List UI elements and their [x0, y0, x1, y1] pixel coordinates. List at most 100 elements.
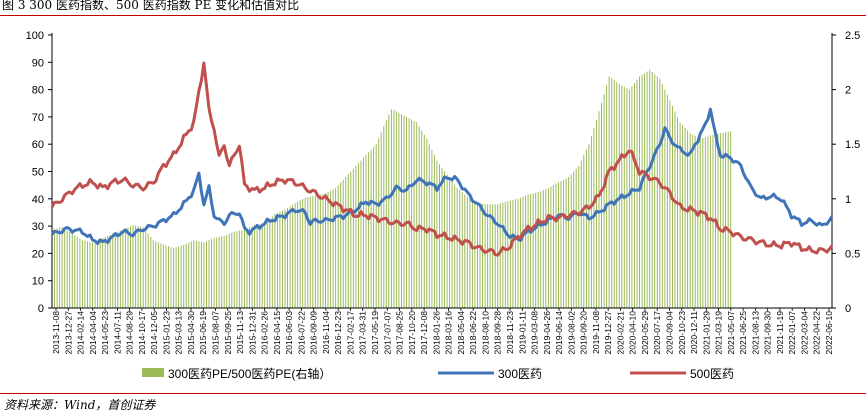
x-tick-label: 2014-10-17 — [137, 311, 147, 355]
y-left-tick-label: 0 — [38, 303, 44, 315]
x-tick-label: 2015-04-30 — [186, 311, 196, 355]
x-tick-label: 2019-01-11 — [517, 311, 527, 354]
y-right-tick-label: 0 — [845, 303, 851, 315]
x-tick-label: 2016-11-04 — [321, 311, 331, 354]
y-left-tick-label: 50 — [32, 167, 44, 179]
legend: 300医药PE/500医药PE(右轴） 300医药 500医药 — [142, 366, 734, 381]
x-tick-label: 2021-05-07 — [726, 311, 736, 355]
x-tick-label: 2020-12-11 — [689, 311, 699, 354]
x-tick-label: 2019-03-08 — [530, 311, 540, 355]
x-tick-label: 2017-08-25 — [395, 311, 405, 355]
x-tick-label: 2021-01-29 — [701, 311, 711, 355]
y-left-tick-label: 20 — [32, 248, 44, 260]
x-tick-label: 2019-11-08 — [591, 311, 601, 354]
x-tick-label: 2021-09-30 — [763, 311, 773, 355]
x-tick-label: 2015-12-31 — [247, 311, 257, 355]
x-tick-label: 2015-06-19 — [198, 311, 208, 355]
x-tick-label: 2018-06-22 — [468, 311, 478, 355]
x-tick-label: 2018-11-23 — [505, 311, 515, 354]
y-right-tick-label: 0.5 — [845, 248, 860, 260]
x-ticks: 2013-11-08 2013-12-27 2014-02-14 2014-04-04… — [51, 308, 834, 354]
x-tick-label: 2021-03-19 — [714, 311, 724, 355]
y-left-tick-label: 60 — [32, 139, 44, 151]
x-tick-label: 2020-05-29 — [640, 311, 650, 355]
y-left-tick-label: 100 — [26, 30, 44, 42]
y-left-ticks: 0 10 20 30 40 50 60 70 80 90 100 — [26, 30, 52, 315]
x-tick-label: 2014-02-14 — [76, 311, 86, 355]
y-left-tick-label: 40 — [32, 194, 44, 206]
x-tick-label: 2022-04-22 — [812, 311, 822, 355]
x-tick-label: 2018-03-16 — [444, 311, 454, 355]
legend-label: 500医药 — [690, 367, 734, 381]
x-tick-label: 2015-08-07 — [211, 311, 221, 355]
legend-label: 300医药PE/500医药PE(右轴） — [168, 366, 331, 381]
x-tick-label: 2014-12-05 — [149, 311, 159, 355]
y-right-ticks: 0 0.5 1 1.5 2 2.5 — [832, 30, 860, 315]
y-left-tick-label: 90 — [32, 57, 44, 69]
x-tick-label: 2019-04-26 — [542, 311, 552, 355]
x-tick-label: 2018-05-04 — [456, 311, 466, 355]
x-tick-label: 2013-11-08 — [51, 311, 61, 354]
series-line-300 — [50, 107, 834, 245]
x-tick-label: 2016-04-15 — [272, 311, 282, 355]
x-tick-label: 2020-10-23 — [677, 311, 687, 355]
x-tick-label: 2021-11-19 — [775, 311, 785, 354]
legend-swatch-bar — [142, 368, 164, 377]
y-right-tick-label: 1.5 — [845, 139, 860, 151]
x-tick-label: 2014-07-11 — [112, 311, 122, 354]
x-tick-label: 2016-07-22 — [296, 311, 306, 355]
title-divider — [0, 15, 866, 16]
legend-item-500: 500医药 — [630, 367, 734, 381]
x-tick-label: 2019-08-02 — [566, 311, 576, 355]
legend-label: 300医药 — [498, 367, 542, 381]
footer-divider — [0, 393, 866, 394]
x-tick-label: 2015-09-25 — [223, 311, 233, 355]
y-left-tick-label: 80 — [32, 85, 44, 97]
x-tick-label: 2022-03-04 — [799, 311, 809, 355]
y-right-tick-label: 1 — [845, 194, 851, 206]
x-tick-label: 2016-09-09 — [309, 311, 319, 355]
y-left-tick-label: 30 — [32, 221, 44, 233]
x-tick-label: 2019-12-27 — [603, 311, 613, 355]
x-tick-label: 2017-10-20 — [407, 311, 417, 355]
x-tick-label: 2017-05-19 — [370, 311, 380, 355]
x-tick-label: 2016-12-23 — [333, 311, 343, 355]
x-tick-label: 2016-06-03 — [284, 311, 294, 355]
y-left-tick-label: 70 — [32, 112, 44, 124]
x-tick-label: 2014-04-04 — [88, 311, 98, 355]
x-tick-label: 2020-09-04 — [664, 311, 674, 355]
x-tick-label: 2018-01-26 — [431, 311, 441, 355]
x-tick-label: 2015-03-13 — [174, 311, 184, 355]
x-tick-label: 2018-09-28 — [493, 311, 503, 355]
source-note: 资料来源：Wind，首创证券 — [4, 398, 156, 412]
x-tick-label: 2022-06-10 — [824, 311, 834, 355]
chart-canvas: 0 10 20 30 40 50 60 70 80 90 100 0 0.5 1 1.5 2 2.5 2013-1… — [26, 30, 861, 381]
y-left-tick-label: 10 — [32, 276, 44, 288]
x-tick-label: 2021-08-13 — [750, 311, 760, 355]
x-tick-label: 2017-07-07 — [382, 311, 392, 355]
x-tick-label: 2016-02-26 — [260, 311, 270, 355]
x-tick-label: 2021-06-25 — [738, 311, 748, 355]
x-tick-label: 2017-03-31 — [358, 311, 368, 355]
x-tick-label: 2015-11-13 — [235, 311, 245, 354]
x-tick-label: 2020-04-10 — [628, 311, 638, 355]
x-tick-label: 2014-05-23 — [100, 311, 110, 355]
x-tick-label: 2013-12-27 — [63, 311, 73, 355]
x-tick-label: 2020-07-17 — [652, 311, 662, 355]
x-tick-label: 2019-06-14 — [554, 311, 564, 355]
legend-item-ratio: 300医药PE/500医药PE(右轴） — [142, 366, 331, 381]
x-tick-label: 2015-01-23 — [161, 311, 171, 355]
x-tick-label: 2020-02-21 — [615, 311, 625, 355]
x-tick-label: 2019-09-20 — [579, 311, 589, 355]
y-right-tick-label: 2 — [845, 85, 851, 97]
ratio-bars — [51, 69, 732, 308]
legend-item-300: 300医药 — [438, 367, 542, 381]
x-tick-label: 2022-01-07 — [787, 311, 797, 355]
y-right-tick-label: 2.5 — [845, 30, 860, 42]
x-tick-label: 2018-08-10 — [480, 311, 490, 355]
x-tick-label: 2014-08-29 — [125, 311, 135, 355]
series-line-500 — [50, 61, 834, 257]
chart-title: 图 3 300 医药指数、500 医药指数 PE 变化和估值对比 — [2, 0, 300, 12]
x-tick-label: 2017-12-08 — [419, 311, 429, 355]
x-tick-label: 2017-02-17 — [345, 311, 355, 355]
